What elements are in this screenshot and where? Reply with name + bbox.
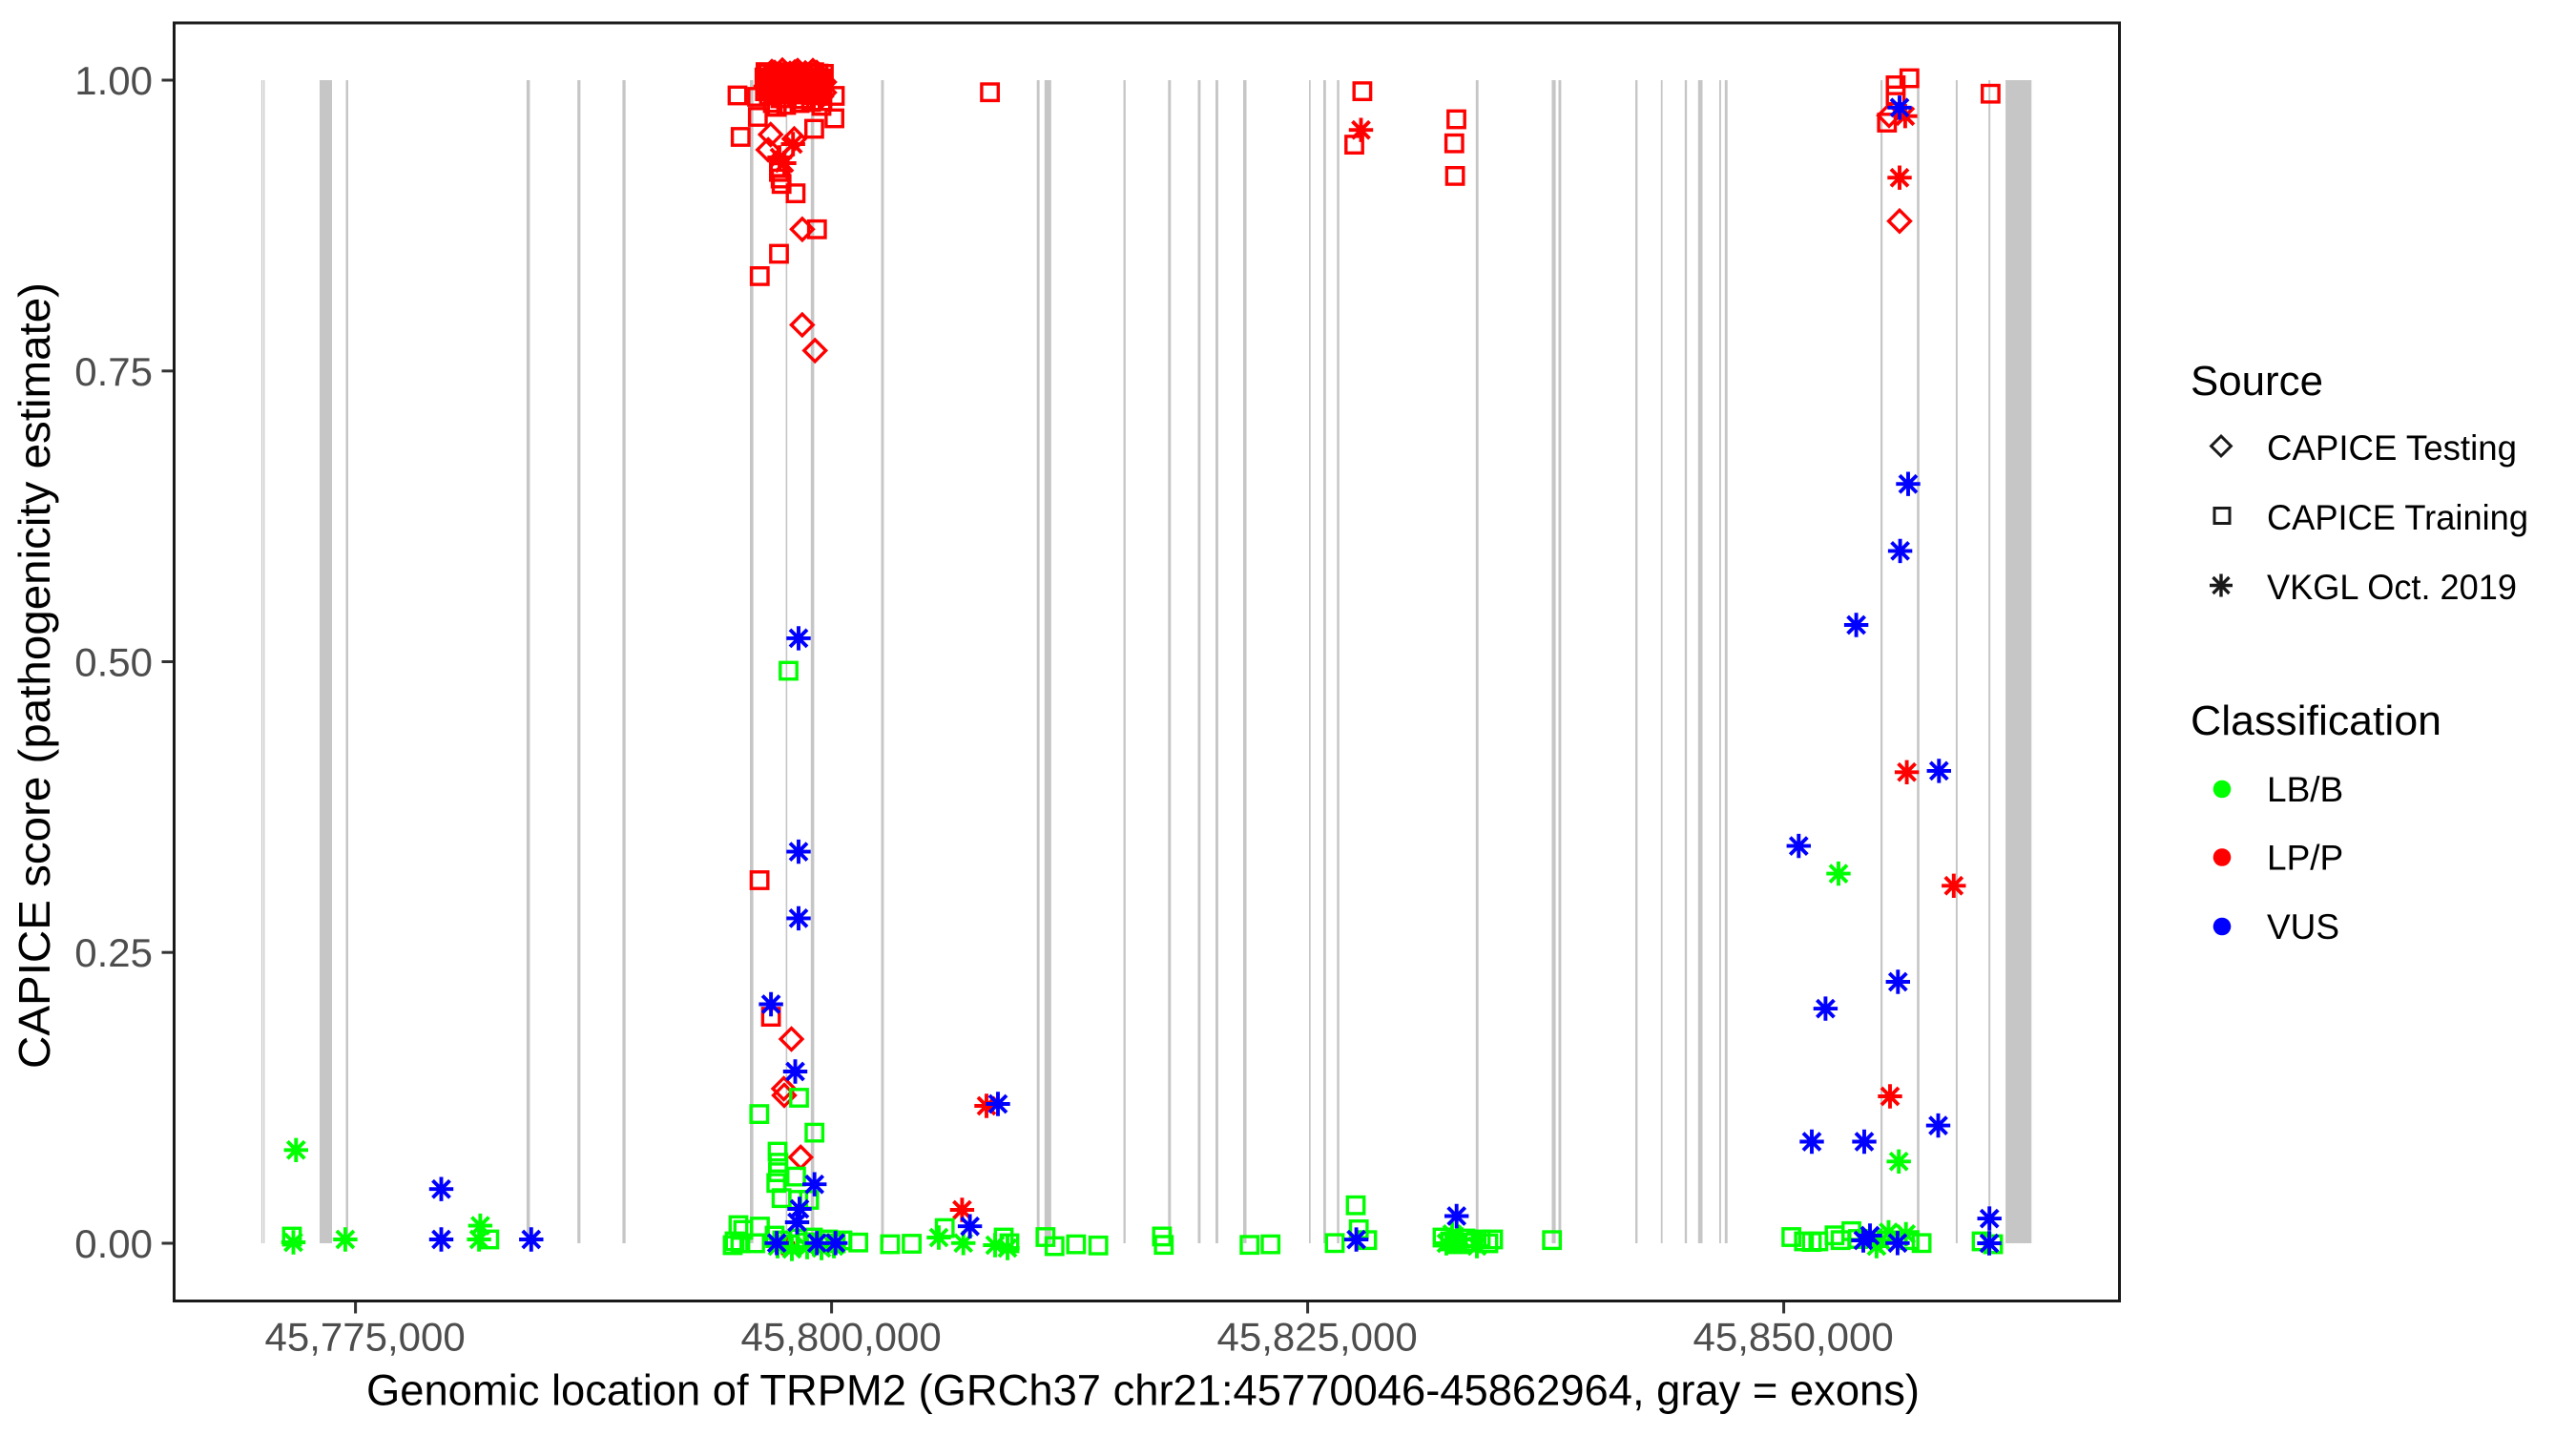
svg-text:VKGL Oct. 2019: VKGL Oct. 2019 xyxy=(2267,568,2517,607)
svg-text:45,825,000: 45,825,000 xyxy=(1216,1315,1417,1360)
svg-text:Classification: Classification xyxy=(2191,697,2441,744)
svg-text:LP/P: LP/P xyxy=(2267,839,2343,878)
svg-text:CAPICE Testing: CAPICE Testing xyxy=(2267,428,2517,468)
svg-text:0.25: 0.25 xyxy=(74,930,153,975)
svg-text:VUS: VUS xyxy=(2267,907,2339,947)
svg-text:CAPICE Training: CAPICE Training xyxy=(2267,498,2528,537)
svg-text:LB/B: LB/B xyxy=(2267,770,2343,809)
svg-text:1.00: 1.00 xyxy=(74,58,153,103)
svg-text:45,850,000: 45,850,000 xyxy=(1693,1315,1893,1360)
svg-text:0.50: 0.50 xyxy=(74,640,153,685)
svg-text:0.75: 0.75 xyxy=(74,349,153,394)
svg-text:0.00: 0.00 xyxy=(74,1221,153,1266)
svg-text:Genomic location of TRPM2 (GRC: Genomic location of TRPM2 (GRCh37 chr21:… xyxy=(366,1365,1920,1414)
svg-text:Source: Source xyxy=(2191,358,2323,405)
svg-text:CAPICE score (pathogenicity es: CAPICE score (pathogenicity estimate) xyxy=(10,282,59,1069)
svg-text:45,800,000: 45,800,000 xyxy=(740,1315,941,1360)
svg-text:45,775,000: 45,775,000 xyxy=(264,1315,465,1360)
